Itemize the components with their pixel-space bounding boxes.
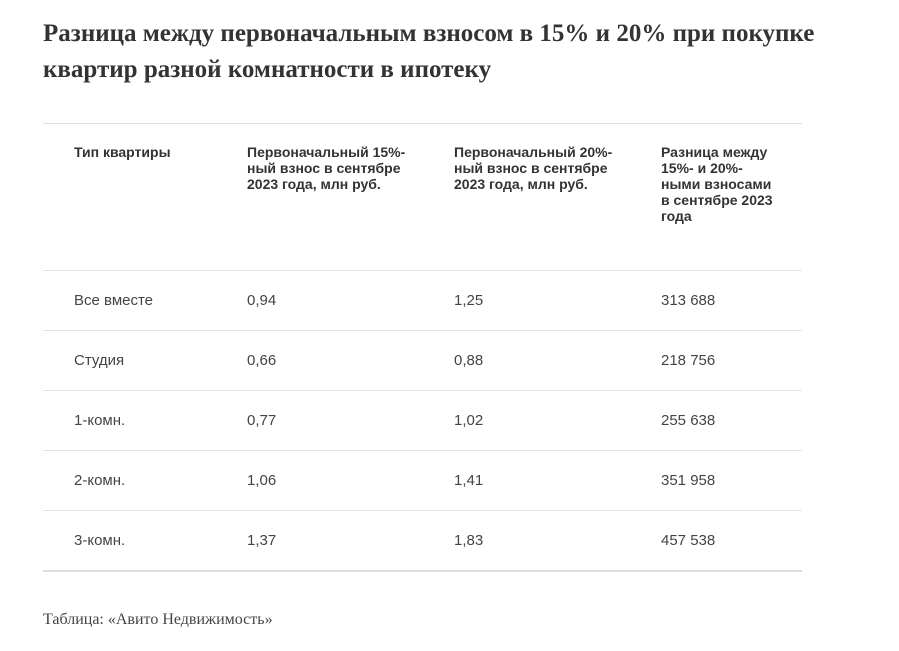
cell-difference: 313 688 bbox=[661, 292, 716, 309]
cell-difference: 218 756 bbox=[661, 352, 716, 369]
table-row: 1-комн. 0,77 1,02 255 638 bbox=[43, 391, 802, 451]
cell-down-payment-20: 1,02 bbox=[454, 412, 484, 429]
data-table: Тип квартиры Первоначальный 15%-ный взно… bbox=[43, 123, 802, 572]
header-difference: Разница между 15%- и 20%-ными взносами в… bbox=[661, 144, 773, 224]
header-apartment-type: Тип квартиры bbox=[74, 144, 171, 160]
cell-down-payment-20: 1,83 bbox=[454, 532, 484, 549]
table-row: 2-комн. 1,06 1,41 351 958 bbox=[43, 451, 802, 511]
cell-down-payment-15: 1,37 bbox=[247, 532, 277, 549]
table-header-row: Тип квартиры Первоначальный 15%-ный взно… bbox=[43, 124, 802, 271]
cell-difference: 255 638 bbox=[661, 412, 716, 429]
table-title: Разница между первоначальным взносом в 1… bbox=[43, 20, 815, 83]
table-row: 3-комн. 1,37 1,83 457 538 bbox=[43, 511, 802, 570]
cell-down-payment-15: 0,77 bbox=[247, 412, 277, 429]
cell-apartment-type: 2-комн. bbox=[74, 472, 126, 489]
cell-difference: 351 958 bbox=[661, 472, 716, 489]
cell-down-payment-20: 0,88 bbox=[454, 352, 484, 369]
cell-down-payment-15: 0,94 bbox=[247, 292, 277, 309]
header-down-payment-20: Первоначальный 20%-ный взнос в сентябре … bbox=[454, 144, 613, 192]
table-row: Студия 0,66 0,88 218 756 bbox=[43, 331, 802, 391]
cell-down-payment-15: 1,06 bbox=[247, 472, 277, 489]
table-row: Все вместе 0,94 1,25 313 688 bbox=[43, 271, 802, 331]
cell-apartment-type: Все вместе bbox=[74, 292, 154, 309]
cell-down-payment-20: 1,41 bbox=[454, 472, 484, 489]
header-down-payment-15: Первоначальный 15%-ный взнос в сентябре … bbox=[247, 144, 406, 192]
cell-down-payment-20: 1,25 bbox=[454, 292, 484, 309]
table-source: Таблица: «Авито Недвижимость» bbox=[43, 611, 273, 628]
cell-apartment-type: 1-комн. bbox=[74, 412, 126, 429]
cell-apartment-type: 3-комн. bbox=[74, 532, 126, 549]
cell-apartment-type: Студия bbox=[74, 352, 125, 369]
cell-difference: 457 538 bbox=[661, 532, 716, 549]
cell-down-payment-15: 0,66 bbox=[247, 352, 277, 369]
